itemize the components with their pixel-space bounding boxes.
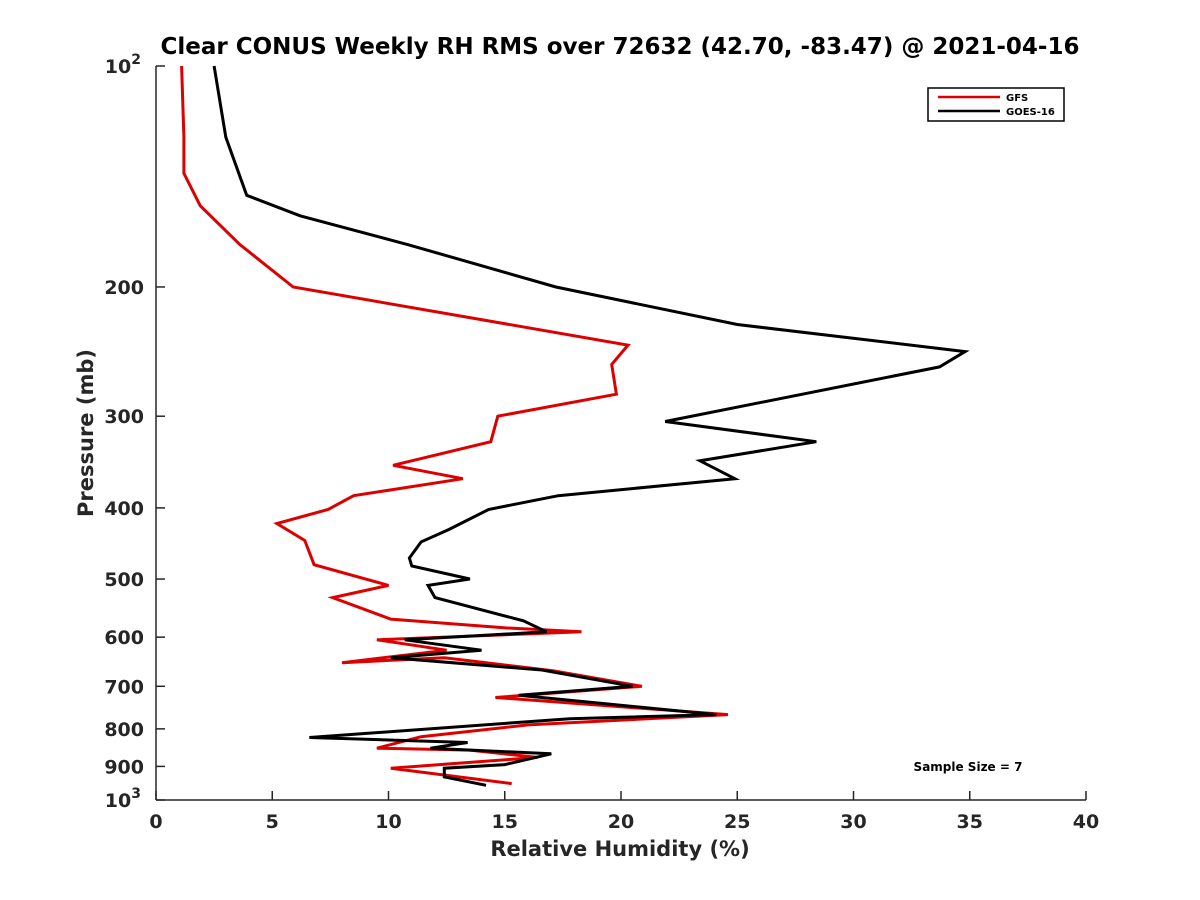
x-tick-label-25: 25 — [724, 811, 750, 833]
x-tick-label-0: 0 — [149, 811, 162, 833]
axes: 0 5 10 15 20 25 30 35 40102200300400500600700800… — [104, 52, 1099, 833]
legend-label-gfs: GFS — [1006, 93, 1028, 104]
y-tick-label-800: 800 — [104, 719, 144, 741]
legend: GFS GOES-16 — [927, 87, 1065, 122]
y-axis-label: Pressure (mb) — [74, 349, 98, 517]
y-tick-label-400: 400 — [104, 498, 144, 520]
x-tick-label-15: 15 — [492, 811, 518, 833]
x-tick-label-10: 10 — [375, 811, 401, 833]
x-tick-label-30: 30 — [840, 811, 866, 833]
x-tick-label-35: 35 — [957, 811, 983, 833]
x-tick-label-5: 5 — [266, 811, 279, 833]
chart-title: Clear CONUS Weekly RH RMS over 72632 (42… — [161, 34, 1080, 60]
x-tick-label-40: 40 — [1073, 811, 1099, 833]
legend-box — [927, 87, 1065, 122]
y-tick-label-700: 700 — [104, 676, 144, 698]
sample-size-annotation: Sample Size = 7 — [914, 760, 1023, 774]
plot-area — [180, 65, 970, 787]
y-tick-label-600: 600 — [104, 627, 144, 649]
x-tick-label-20: 20 — [608, 811, 634, 833]
series-line-gfs — [180, 65, 729, 786]
series-line-goes-16 — [212, 65, 970, 787]
y-tick-label-200: 200 — [104, 277, 144, 299]
x-axis-label: Relative Humidity (%) — [490, 837, 749, 861]
y-tick-label-900: 900 — [104, 756, 144, 778]
y-tick-label-300: 300 — [104, 406, 144, 428]
legend-label-goes-16: GOES-16 — [1006, 107, 1055, 118]
y-tick-label-500: 500 — [104, 569, 144, 591]
